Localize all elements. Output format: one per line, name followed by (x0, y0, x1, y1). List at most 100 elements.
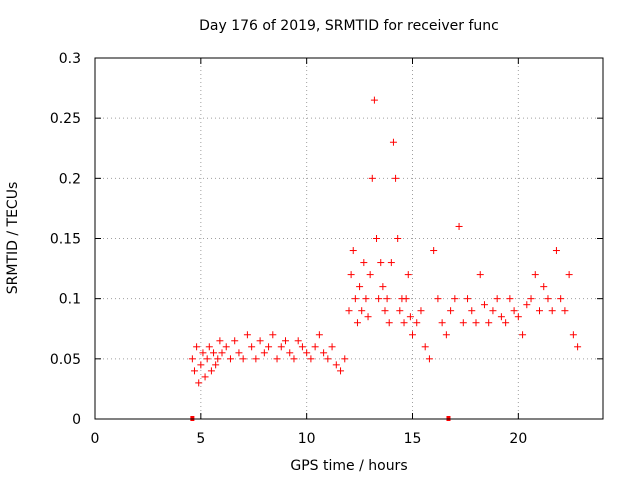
data-point (212, 361, 220, 369)
data-point (205, 343, 213, 351)
data-point (226, 355, 234, 363)
y-tick-label: 0.1 (59, 292, 81, 308)
data-point (438, 319, 446, 327)
data-point (540, 283, 548, 291)
data-point (514, 313, 522, 321)
data-point (548, 307, 556, 315)
data-point (303, 349, 311, 357)
data-point (574, 343, 582, 351)
data-point (216, 337, 224, 345)
data-point (203, 355, 211, 363)
data-point (523, 301, 531, 309)
data-point (195, 379, 203, 387)
data-point (413, 319, 421, 327)
data-point (406, 313, 414, 321)
data-point (222, 343, 230, 351)
data-point (394, 235, 402, 242)
data-point (337, 367, 345, 375)
data-point (396, 307, 404, 315)
data-point (188, 355, 196, 363)
data-point (214, 355, 222, 363)
data-point (353, 319, 361, 327)
data-point (557, 295, 565, 303)
data-point (345, 307, 353, 315)
grid-lines (95, 58, 603, 419)
data-point (341, 355, 349, 363)
data-point (447, 307, 455, 315)
data-point (373, 235, 381, 242)
data-point (379, 283, 387, 291)
data-point (421, 343, 429, 351)
data-point (434, 295, 442, 303)
data-point (197, 361, 205, 369)
data-point (404, 271, 412, 279)
data-point (265, 343, 273, 351)
data-point (377, 259, 385, 267)
data-point (273, 355, 281, 363)
data-point (290, 355, 298, 363)
data-point (199, 349, 207, 357)
data-point (402, 295, 410, 303)
data-point (519, 331, 527, 339)
data-point (269, 331, 277, 339)
data-point (239, 355, 247, 363)
data-point (389, 138, 397, 146)
data-point (260, 349, 268, 357)
data-point (294, 337, 302, 345)
data-point (370, 96, 378, 104)
y-tick-label: 0.15 (50, 232, 81, 248)
data-point (349, 247, 357, 255)
y-tick-label: 0.25 (50, 111, 81, 127)
x-tick-label: 15 (404, 431, 422, 447)
data-point (544, 295, 552, 303)
x-tick-label: 20 (509, 431, 527, 447)
data-point (536, 307, 543, 315)
data-point (569, 331, 577, 339)
y-axis-label: SRMTID / TECUs (5, 182, 21, 295)
data-point (468, 307, 476, 315)
data-point (351, 295, 359, 303)
data-point (298, 343, 306, 351)
y-tick-label: 0.3 (59, 51, 81, 67)
data-point (190, 367, 198, 375)
data-point (510, 307, 518, 315)
data-point (364, 313, 372, 321)
plot-frame (94, 57, 604, 420)
data-point (277, 343, 285, 351)
data-point (307, 355, 315, 363)
data-point (324, 355, 332, 363)
data-point (497, 313, 505, 321)
data-point (506, 295, 514, 303)
data-point (409, 331, 416, 339)
data-point (561, 307, 569, 315)
data-point (455, 222, 463, 230)
y-tick-label: 0.2 (59, 171, 81, 187)
chart-title: Day 176 of 2019, SRMTID for receiver fun… (199, 18, 499, 34)
data-point (527, 295, 535, 303)
data-point (311, 343, 319, 351)
data-point (286, 349, 294, 357)
data-point (451, 295, 459, 303)
x-tick-label: 5 (196, 431, 205, 447)
data-point (231, 337, 239, 345)
data-point (385, 319, 393, 327)
x-axis-label: GPS time / hours (290, 458, 407, 474)
data-point (207, 367, 215, 375)
data-point (282, 337, 289, 345)
data-point (243, 331, 251, 339)
data-point (210, 349, 218, 357)
data-point (425, 355, 433, 363)
data-point (235, 349, 243, 357)
data-point (476, 271, 484, 279)
data-point (218, 349, 226, 357)
data-point (489, 307, 497, 315)
data-point (381, 307, 389, 315)
y-tick-label: 0.05 (50, 352, 81, 368)
data-point (362, 295, 370, 303)
data-point (201, 373, 209, 381)
tick-labels: 0 5 10 15 20 0 0.05 0.1 0.15 0.2 0.25 0.3 (50, 51, 527, 447)
data-point (366, 271, 374, 279)
data-point (358, 307, 366, 315)
data-point (442, 331, 450, 339)
